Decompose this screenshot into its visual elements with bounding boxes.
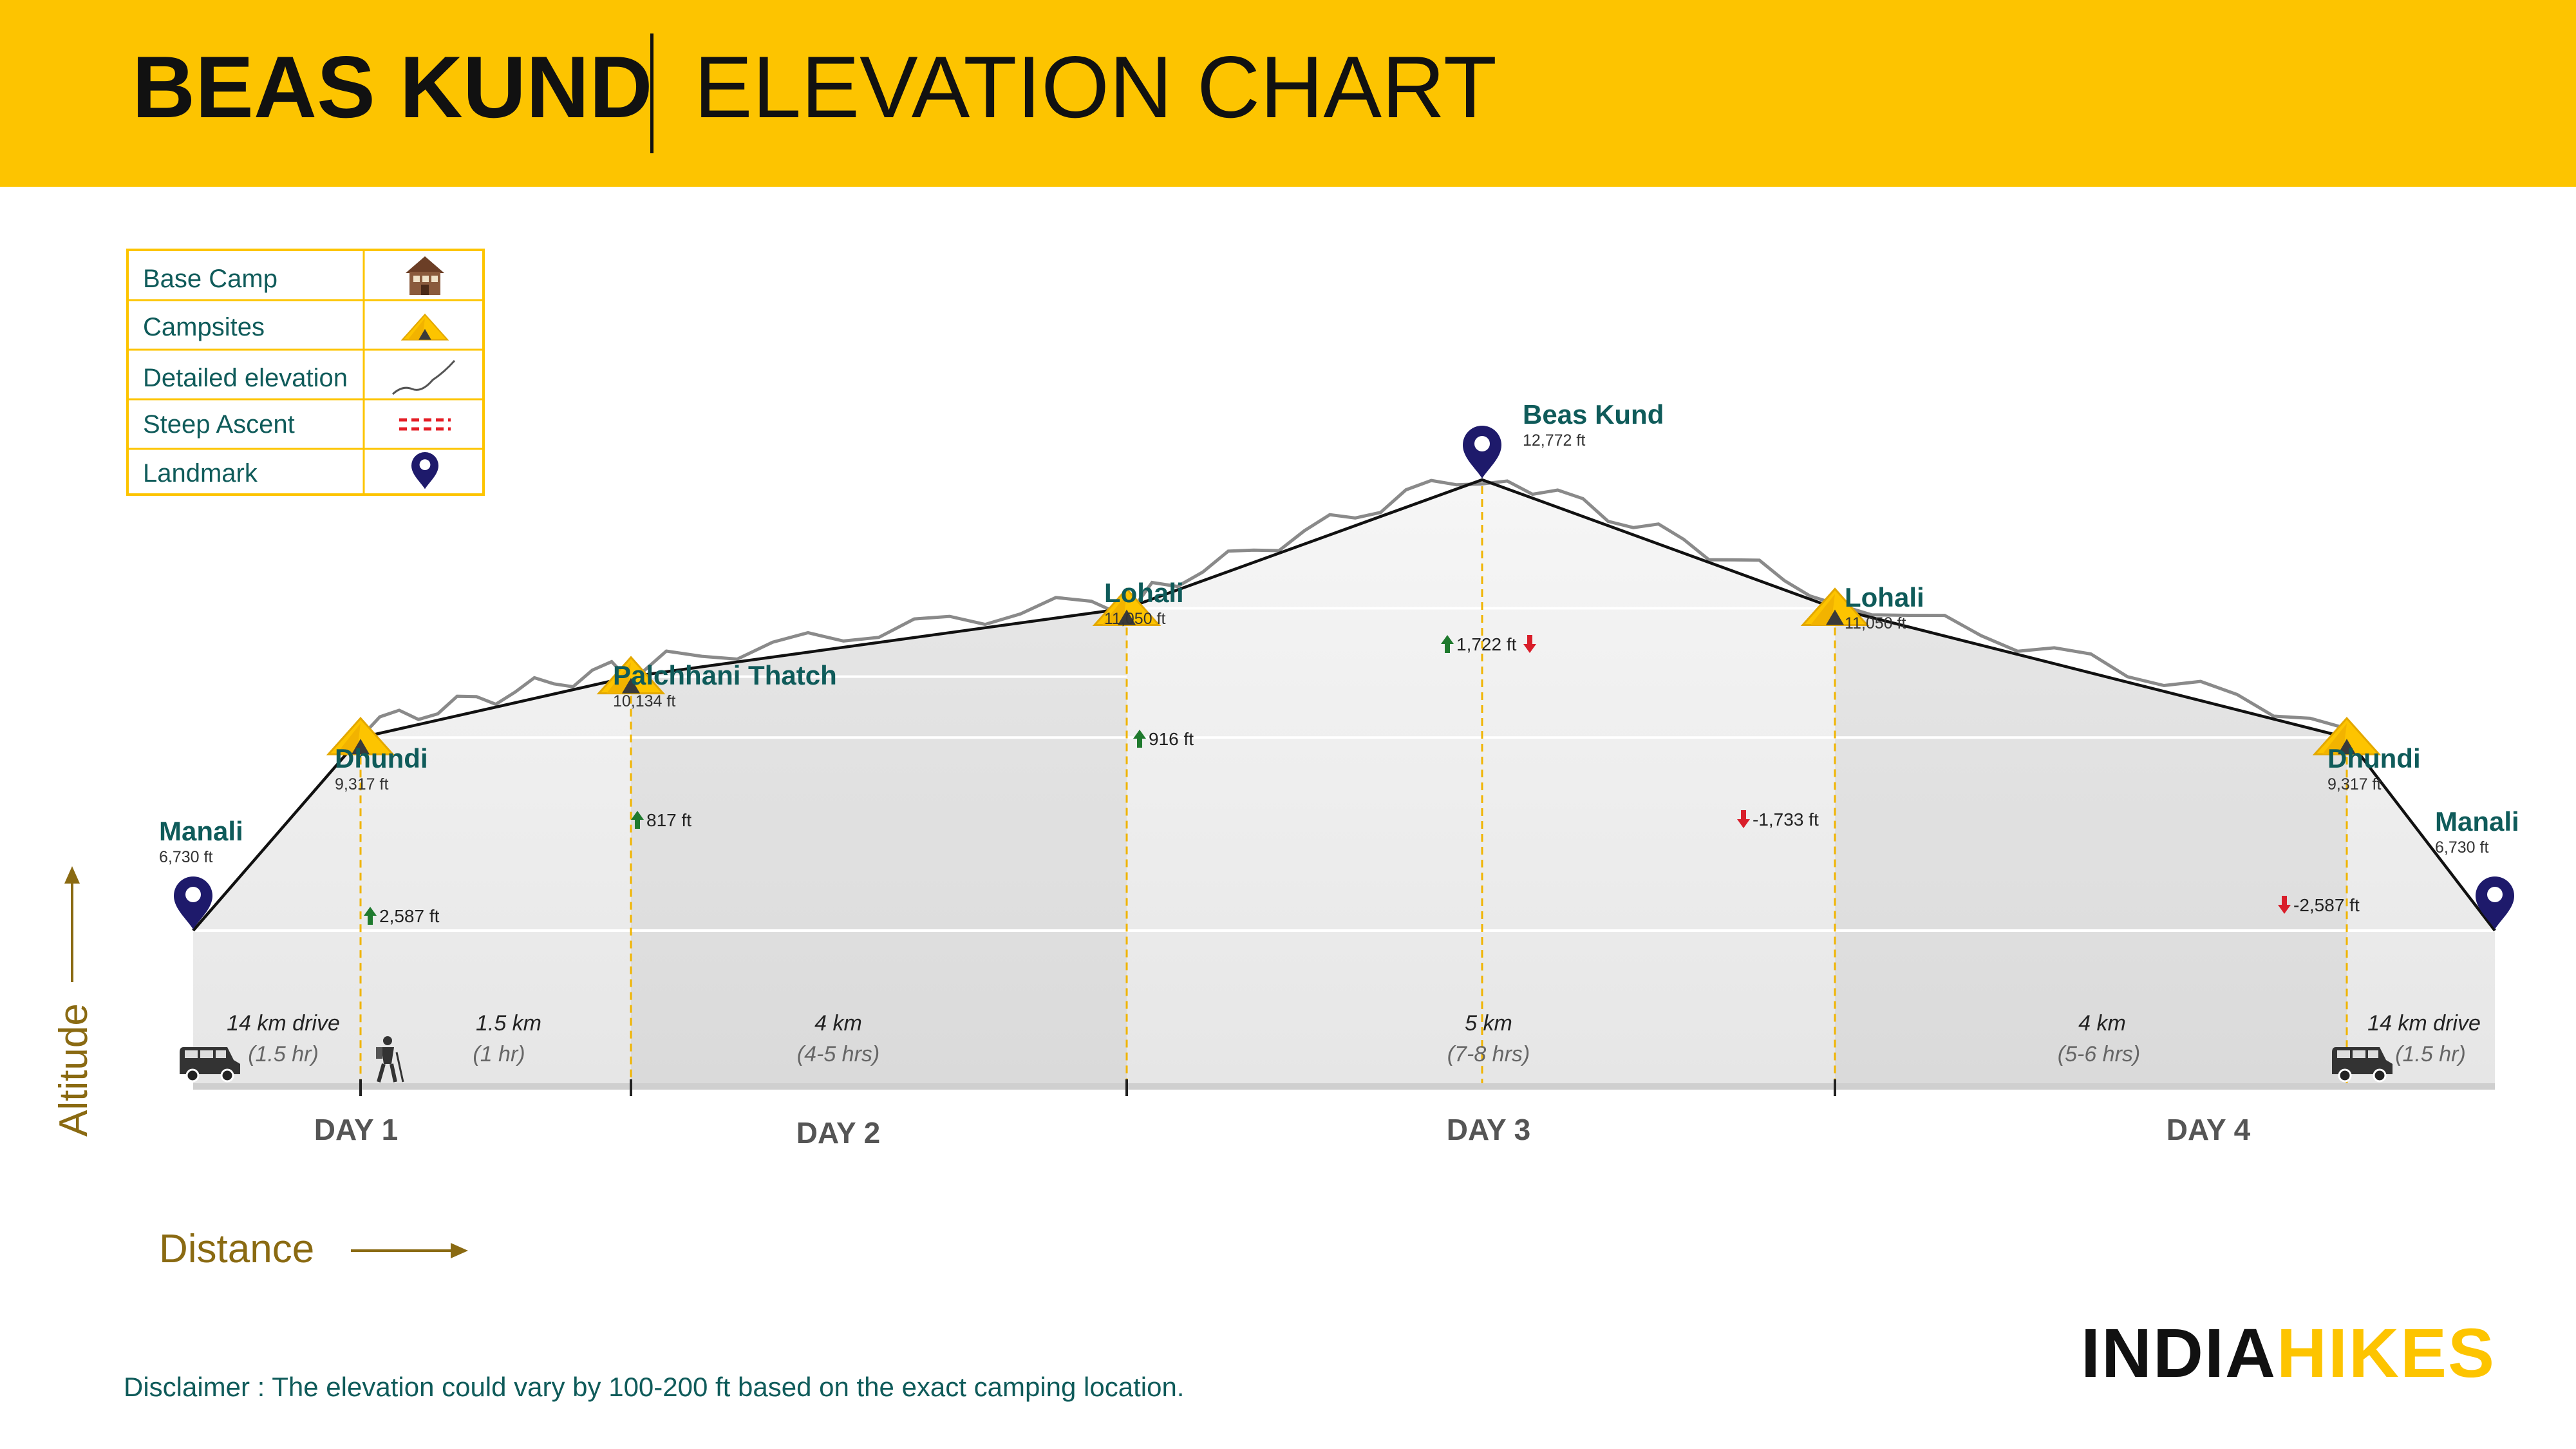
title-light: ELEVATION CHART <box>694 38 1497 136</box>
segment-duration: (5-6 hrs) <box>2058 1042 2140 1066</box>
distance-axis: Distance <box>159 1227 468 1271</box>
point-elevation: 6,730 ft <box>159 848 212 866</box>
point-elevation: 12,772 ft <box>1523 431 1585 450</box>
segment-distance: 4 km <box>2078 1011 2126 1036</box>
segment-duration: (1.5 hr) <box>248 1042 319 1066</box>
segment-distance: 14 km drive <box>2367 1011 2481 1036</box>
day-labels: DAY 1 DAY 2 DAY 3 DAY 4 <box>314 1113 2251 1150</box>
point-name: Beas Kund <box>1523 399 1664 430</box>
title-bold: BEAS KUND <box>132 38 653 136</box>
dashed-markers <box>359 486 2348 1087</box>
map-pin-icon <box>1463 426 1501 478</box>
elevation-change-value: 817 ft <box>646 810 691 830</box>
elevation-change-value: -1,733 ft <box>1753 810 1819 829</box>
segment-distance: 5 km <box>1465 1011 1512 1036</box>
change-arrow <box>1523 635 1536 653</box>
segment-distance: 4 km <box>814 1011 862 1036</box>
brand-logo: INDIAHIKES <box>2081 1314 2496 1392</box>
point-elevation: 6,730 ft <box>2435 838 2488 857</box>
segment-duration: (4-5 hrs) <box>797 1042 879 1066</box>
xlabel: Distance <box>159 1227 314 1271</box>
main-profile-line <box>192 478 2496 932</box>
segment-labels: 14 km drive (1.5 hr) 1.5 km (1 hr) 4 km (4-5 … <box>178 1011 2481 1082</box>
legend: Base Camp Campsites Detailed elevation S… <box>126 249 485 496</box>
point-name: Lohali <box>1104 578 1184 608</box>
up-arrow-icon <box>1133 730 1146 748</box>
down-arrow-icon <box>2278 896 2291 914</box>
change-arrow <box>631 811 644 829</box>
disclaimer: Disclaimer : The elevation could vary by… <box>124 1372 1184 1402</box>
segment-distance: 1.5 km <box>476 1011 541 1036</box>
elevation-change-labels: 2,587 ft 817 ft 916 ft 1,722 ft -1,733 ft -2,… <box>364 634 2360 926</box>
legend-label-detailed-elevation: Detailed elevation <box>143 364 348 392</box>
change-arrow <box>1737 810 1750 828</box>
point-elevation: 10,134 ft <box>613 692 675 710</box>
legend-label-steep-ascent: Steep Ascent <box>143 410 295 439</box>
level-lines <box>193 607 2495 932</box>
altitude-axis: Altitude <box>52 866 96 1137</box>
brand-part-1: INDIA <box>2081 1314 2277 1392</box>
change-arrow <box>1133 730 1146 748</box>
title-divider <box>650 33 653 153</box>
point-elevation: 9,317 ft <box>335 775 388 793</box>
legend-label-landmark: Landmark <box>143 459 258 488</box>
day-label: DAY 1 <box>314 1113 398 1146</box>
header-band <box>0 0 2576 187</box>
up-arrow-icon <box>364 907 377 925</box>
elevation-change-value: 916 ft <box>1149 729 1194 749</box>
elevation-change-value: -2,587 ft <box>2293 895 2360 915</box>
point-elevation: 9,317 ft <box>2327 775 2381 793</box>
down-arrow-icon <box>1737 810 1750 828</box>
up-arrow-icon <box>1441 635 1454 653</box>
red-dashed-line-icon <box>399 418 451 431</box>
point-elevation: 11,050 ft <box>1104 610 1166 628</box>
legend-label-base-camp: Base Camp <box>143 265 277 293</box>
baseline-bar <box>193 1083 2495 1090</box>
segment-duration: (1.5 hr) <box>2395 1042 2466 1066</box>
ylabel: Altitude <box>52 1003 96 1137</box>
segment-duration: (1 hr) <box>473 1042 525 1066</box>
day-shading <box>631 608 2347 1087</box>
point-name: Manali <box>2435 806 2519 837</box>
day-label: DAY 3 <box>1447 1113 1530 1146</box>
elevation-change-value: 2,587 ft <box>379 906 440 926</box>
detailed-elevation-line <box>359 478 2347 739</box>
elevation-line-icon <box>391 360 456 395</box>
point-name: Dhundi <box>2327 743 2421 773</box>
segment-duration: (7-8 hrs) <box>1447 1042 1530 1066</box>
point-name: Dhundi <box>335 743 428 773</box>
brand-part-2: HIKES <box>2277 1314 2496 1392</box>
up-arrow-icon <box>631 811 644 829</box>
change-arrow <box>364 907 377 925</box>
legend-label-campsites: Campsites <box>143 313 265 341</box>
point-elevation: 11,050 ft <box>1845 614 1906 632</box>
profile-area <box>193 480 2495 1087</box>
point-name: Lohali <box>1845 582 1924 612</box>
change-arrow <box>1441 635 1454 653</box>
day-label: DAY 2 <box>796 1116 880 1150</box>
elevation-change-value: 1,722 ft <box>1456 634 1517 654</box>
change-arrow <box>2278 896 2291 914</box>
point-name: Palchhani Thatch <box>613 660 837 690</box>
segment-distance: 14 km drive <box>227 1011 340 1036</box>
baseline-axis <box>193 1079 2495 1096</box>
down-arrow-icon <box>1523 635 1536 653</box>
point-name: Manali <box>159 816 243 846</box>
day-label: DAY 4 <box>2167 1113 2251 1146</box>
